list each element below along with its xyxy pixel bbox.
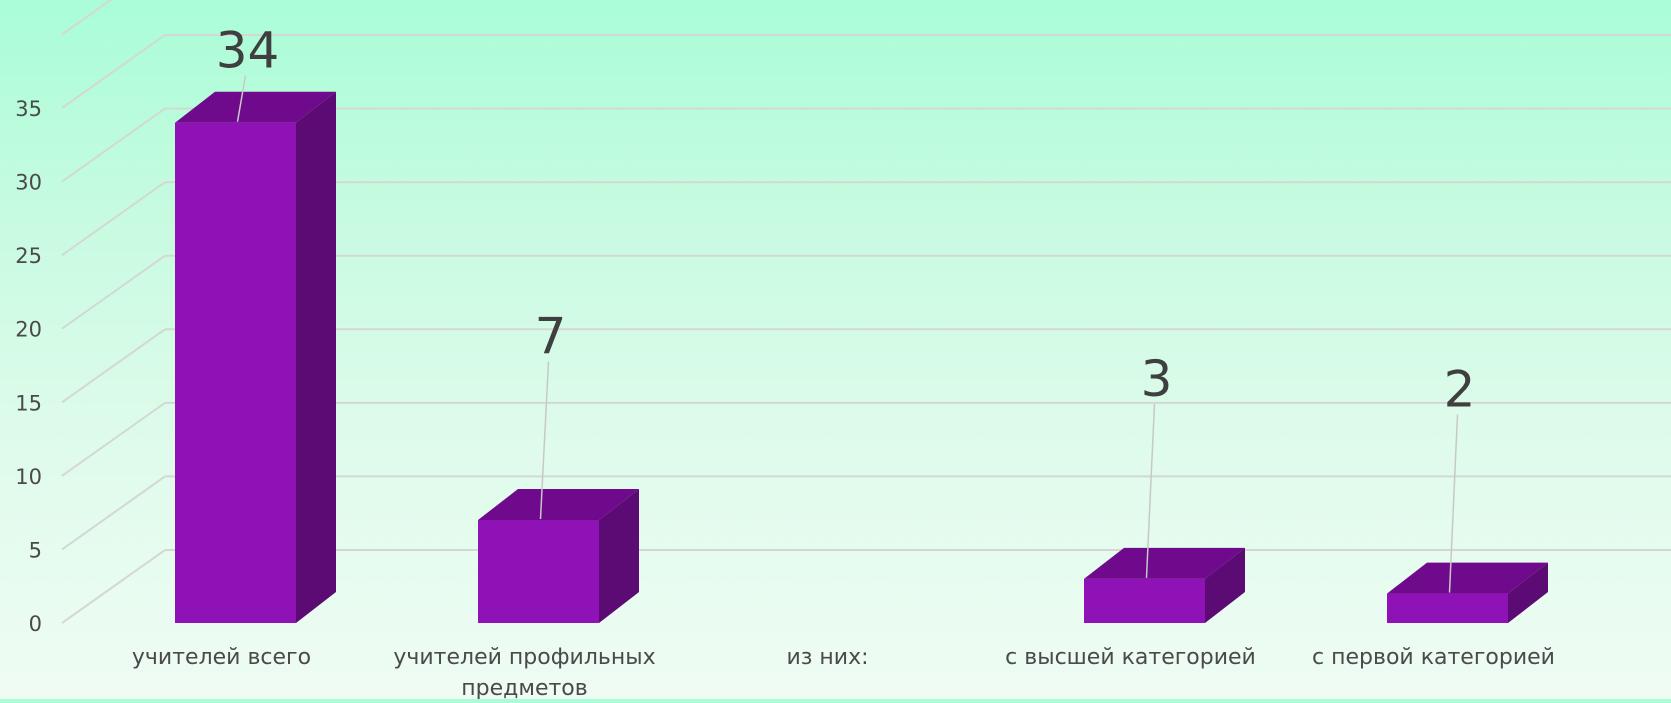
- y-tick-label: 35: [15, 97, 42, 121]
- bar: [1387, 593, 1508, 623]
- grid-line-diagonal: [61, 254, 166, 330]
- y-tick-label: 25: [15, 244, 42, 268]
- x-tick-label: с высшей категорией: [1005, 645, 1256, 670]
- bar-side: [296, 91, 336, 623]
- bar-side: [1508, 562, 1548, 623]
- data-label-leader: [539, 361, 550, 520]
- bar-top: [478, 489, 639, 520]
- grid-line-diagonal: [61, 181, 166, 256]
- x-tick-label: с первой категорией: [1312, 645, 1555, 670]
- data-label-leader: [236, 75, 247, 122]
- bar-side: [1205, 547, 1245, 623]
- x-tick-label: из них:: [786, 645, 868, 670]
- grid-line-diagonal: [61, 0, 113, 36]
- grid-line-diagonal: [61, 328, 166, 404]
- y-tick-label: 20: [15, 318, 42, 342]
- y-tick-label: 15: [15, 391, 42, 415]
- x-tick-label: предметов: [461, 676, 587, 699]
- data-label-leader: [1448, 414, 1459, 593]
- data-label: 3: [1141, 350, 1173, 408]
- bar: [478, 520, 599, 623]
- y-tick-label: 0: [29, 612, 42, 636]
- x-tick-label: учителей всего: [132, 645, 311, 670]
- bar-top: [1387, 562, 1548, 594]
- grid-line-diagonal: [61, 107, 166, 183]
- data-label-leader: [1145, 403, 1156, 578]
- grid-line-diagonal: [61, 34, 166, 109]
- grid-line-diagonal: [61, 549, 166, 624]
- bar-top: [175, 91, 336, 123]
- grid-line-diagonal: [61, 475, 166, 551]
- grid-line-diagonal: [61, 402, 166, 477]
- x-tick-label: учителей профильных: [393, 645, 655, 670]
- data-label: 7: [535, 308, 567, 366]
- bar-top: [1084, 547, 1245, 579]
- bar-side: [599, 489, 639, 623]
- bar: [175, 122, 296, 623]
- y-tick-label: 5: [29, 538, 42, 562]
- y-tick-label: 30: [15, 171, 42, 195]
- y-tick-label: 10: [15, 465, 42, 489]
- bar: [1084, 578, 1205, 623]
- data-label: 34: [216, 21, 280, 79]
- data-label: 2: [1444, 360, 1476, 418]
